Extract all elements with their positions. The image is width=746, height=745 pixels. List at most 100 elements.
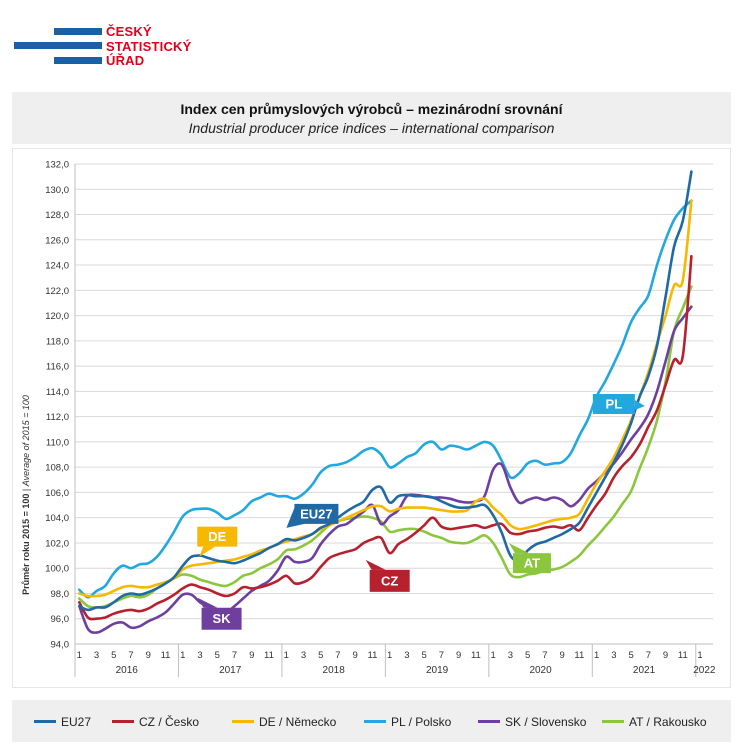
x-tick-label: 11 [471, 650, 481, 661]
legend-label-sk: SK / Slovensko [505, 715, 587, 729]
year-label: 2021 [633, 665, 656, 676]
y-tick-label: 118,0 [46, 336, 69, 347]
logo-line-3: ÚŘAD [106, 53, 145, 68]
legend-item-at: AT / Rakousko [602, 715, 707, 729]
legend-item-pl: PL / Polsko [364, 715, 451, 729]
series-line-pl [78, 199, 693, 599]
year-label: 2017 [219, 665, 242, 676]
x-tick-label: 7 [232, 650, 237, 661]
callout-label-de: DE [208, 529, 226, 544]
callout-tail [197, 597, 218, 608]
legend-swatch-pl [364, 720, 386, 724]
logo-line-2: STATISTICKÝ [106, 38, 192, 54]
callout-sk: SK [197, 597, 242, 630]
callout-label-at: AT [524, 556, 540, 571]
y-tick-label: 120,0 [45, 311, 69, 322]
x-tick-label: 7 [542, 650, 547, 661]
y-tick-label: 132,0 [45, 160, 69, 171]
series-line-sk [78, 305, 693, 634]
x-tick-label: 5 [318, 650, 323, 661]
x-tick-label: 9 [456, 650, 461, 661]
callout-pl: PL [592, 394, 645, 414]
logo-bar [54, 28, 102, 35]
series-line-cz [78, 254, 693, 621]
callout-tail [365, 559, 386, 570]
x-tick-label: 11 [264, 650, 274, 661]
x-tick-label: 9 [353, 650, 358, 661]
x-tick-label: 7 [439, 650, 444, 661]
x-tick-label: 9 [146, 650, 151, 661]
callout-at: AT [508, 543, 551, 574]
y-axis-label-en: Average of 2015 = 100 [21, 395, 31, 487]
x-tick-label: 5 [525, 650, 530, 661]
x-tick-label: 7 [128, 650, 133, 661]
y-axis-label-cz: Průměr roku 2015 = 100 [21, 494, 31, 595]
y-tick-label: 94,0 [51, 640, 70, 651]
callout-tail [508, 543, 529, 554]
logo-line-1: ČESKÝ [106, 24, 152, 39]
legend-item-cz: CZ / Česko [112, 715, 199, 729]
legend-swatch-eu27 [34, 720, 56, 724]
x-tick-label: 5 [215, 650, 220, 661]
y-axis-label: Průměr roku 2015 = 100 | Average of 2015… [21, 395, 31, 595]
x-tick-label: 3 [611, 650, 616, 661]
y-tick-label: 116,0 [46, 362, 69, 373]
logo-bar [54, 57, 102, 64]
x-tick-label: 1 [491, 650, 496, 661]
legend: EU27 CZ / Česko DE / Německo PL / Polsko… [12, 700, 731, 742]
y-tick-label: 124,0 [45, 261, 69, 272]
legend-swatch-de [232, 720, 254, 724]
x-tick-label: 5 [628, 650, 633, 661]
line-chart: 94,0 96,0 98,0 100,0 102,0 104,0 106,0 108,0 110… [21, 160, 716, 677]
chart-title-box: Index cen průmyslových výrobců – mezinár… [12, 92, 731, 144]
x-tick-label: 5 [422, 650, 427, 661]
legend-swatch-sk [478, 720, 500, 724]
x-tick-label: 11 [368, 650, 378, 661]
x-tick-label: 11 [161, 650, 171, 661]
y-axis-label-sep: | [21, 486, 31, 493]
x-tick-label: 3 [94, 650, 99, 661]
year-label: 2019 [426, 665, 449, 676]
chart-title: Index cen průmyslových výrobců – mezinár… [180, 101, 563, 117]
legend-label-at: AT / Rakousko [629, 715, 707, 729]
year-label: 2018 [323, 665, 346, 676]
callout-box [592, 394, 635, 414]
legend-item-eu27: EU27 [34, 715, 91, 729]
callout-de: DE [197, 526, 238, 557]
callout-box [197, 526, 238, 547]
legend-label-pl: PL / Polsko [391, 715, 452, 729]
logo-text: ČESKÝ STATISTICKÝ ÚŘAD [106, 24, 192, 69]
y-tick-label: 114,0 [46, 387, 69, 398]
y-tick-label: 98,0 [51, 589, 70, 600]
x-tick-label: 9 [559, 650, 564, 661]
x-tick-label: 9 [663, 650, 668, 661]
callout-box [294, 503, 339, 524]
y-tick-label: 110,0 [46, 437, 69, 448]
x-tick-label: 3 [508, 650, 513, 661]
chart-subtitle: Industrial producer price indices – inte… [188, 120, 555, 136]
legend-label-de: DE / Německo [259, 715, 337, 729]
legend-swatch-at [602, 720, 624, 724]
y-tick-label: 104,0 [45, 513, 69, 524]
x-tick-label: 1 [697, 650, 702, 661]
chart-area: 94,0 96,0 98,0 100,0 102,0 104,0 106,0 108,0 110… [12, 148, 731, 688]
x-tick-label: 1 [594, 650, 599, 661]
csu-logo: ČESKÝ STATISTICKÝ ÚŘAD [14, 24, 214, 74]
callout-box [201, 607, 242, 630]
callout-label-pl: PL [606, 397, 623, 412]
x-tick-label: 1 [77, 650, 82, 661]
x-tick-label: 3 [404, 650, 409, 661]
x-tick-label: 7 [646, 650, 651, 661]
callout-tail [634, 400, 645, 410]
x-tick-label: 9 [249, 650, 254, 661]
series-line-de [78, 199, 693, 598]
series-line-eu27 [78, 170, 693, 612]
y-tick-label: 102,0 [45, 538, 69, 549]
y-tick-label: 100,0 [45, 564, 69, 575]
callout-label-cz: CZ [381, 573, 398, 588]
logo-bar [14, 42, 102, 49]
callout-box [512, 553, 551, 574]
callout-label-sk: SK [213, 611, 232, 626]
y-tick-label: 128,0 [45, 210, 69, 221]
legend-swatch-cz [112, 720, 134, 724]
